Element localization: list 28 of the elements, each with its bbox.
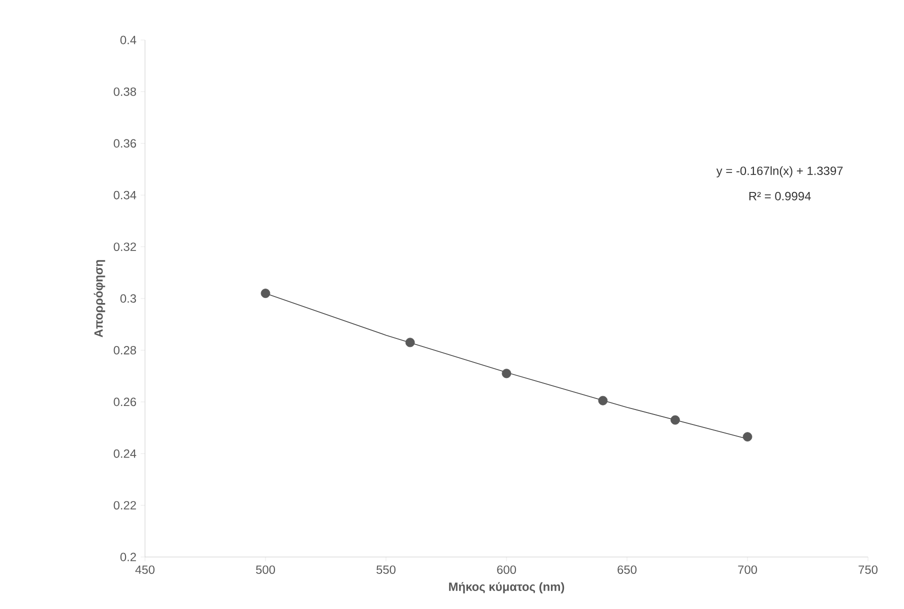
y-tick-label: 0.36 — [114, 139, 136, 148]
y-tick-label: 0.38 — [114, 87, 136, 96]
point — [670, 415, 680, 425]
annotation: R² = 0.9994 — [749, 192, 811, 200]
x-tick-label: 700 — [738, 565, 758, 574]
x-axis-title: Μήκος κύματος (nm) — [449, 582, 564, 594]
y-tick-label: 0.24 — [114, 449, 136, 458]
point — [405, 338, 415, 348]
point — [598, 396, 608, 406]
y-tick-label: 0.32 — [114, 242, 136, 252]
x-tick-label: 550 — [376, 565, 396, 574]
y-tick-label: 0.3 — [120, 294, 136, 303]
point — [260, 288, 270, 298]
annotation: y = -0.167ln(x) + 1.3397 — [716, 166, 843, 178]
point — [502, 368, 512, 378]
y-tick-label: 0.28 — [114, 346, 136, 354]
x-tick-label: 500 — [256, 565, 276, 574]
y-axis-title: Απορρόφηση — [94, 260, 106, 338]
y-tick-label: 0.4 — [120, 36, 136, 44]
y-tick-label: 0.22 — [114, 501, 136, 510]
x-tick-label: 650 — [618, 565, 637, 574]
y-tick-label: 0.34 — [114, 190, 136, 200]
x-tick-label: 600 — [497, 565, 516, 574]
x-tick-label: 450 — [135, 565, 155, 574]
y-tick-label: 0.26 — [114, 398, 136, 406]
y-tick-label: 0.2 — [120, 552, 136, 562]
x-tick-label: 750 — [858, 565, 878, 574]
point — [742, 432, 752, 442]
